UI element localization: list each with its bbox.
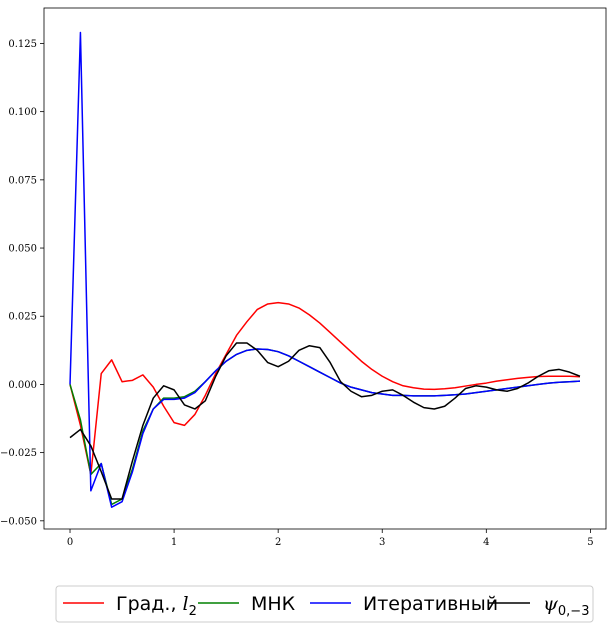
- x-axis: 0 1 2 3 4 5: [67, 529, 594, 548]
- y-tick-label: −0.050: [0, 516, 37, 527]
- y-tick-label: 0.025: [8, 312, 37, 323]
- x-tick-label: 5: [587, 537, 593, 548]
- legend: Град., l2 МНК Итеративный ψ0,−3: [55, 585, 594, 623]
- plot-frame: [43, 7, 607, 530]
- legend-label-mnk: МНК: [251, 593, 296, 615]
- x-tick-label: 4: [483, 537, 489, 548]
- x-tick-label: 0: [67, 537, 73, 548]
- legend-box: [55, 585, 594, 623]
- y-tick-label: 0.100: [8, 107, 37, 118]
- y-tick-label: 0.000: [8, 380, 37, 391]
- legend-label-iterative: Итеративный: [363, 593, 498, 615]
- series-lines: [69, 31, 581, 508]
- y-tick-label: 0.050: [8, 244, 37, 255]
- y-tick-label: 0.075: [8, 175, 37, 186]
- series-line-grad: [69, 301, 581, 476]
- y-tick-label: −0.025: [0, 448, 37, 459]
- x-tick-label: 1: [171, 537, 177, 548]
- legend-label-grad: Град., l2: [116, 593, 197, 619]
- x-tick-label: 3: [379, 537, 385, 548]
- legend-label-psi: ψ0,−3: [543, 593, 589, 619]
- y-axis: −0.050 −0.025 0.000 0.025 0.050 0.075 0.100 0.1…: [0, 39, 44, 527]
- series-line-iterative: [69, 31, 581, 508]
- series-line-psi: [69, 342, 581, 500]
- x-tick-label: 2: [275, 537, 281, 548]
- y-tick-label: 0.125: [8, 39, 37, 50]
